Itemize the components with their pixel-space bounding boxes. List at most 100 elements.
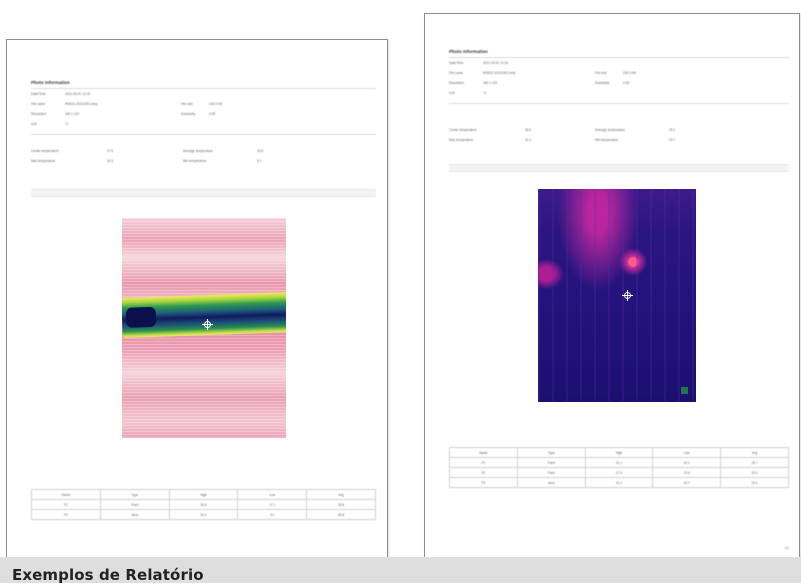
report-page-right: Photo Information Date/Time 2021-03-01 1… — [424, 13, 800, 559]
table-cell: P2 — [31, 509, 101, 520]
measurement-table: Name Type High Low Avg P1 Point 26.8 17.… — [31, 489, 376, 520]
table-cell: 25.7 — [720, 457, 789, 468]
temperature-label: Center temperature — [31, 149, 59, 153]
table-cell: Point — [516, 467, 586, 478]
temperature-label: Min temperature — [595, 138, 619, 142]
column-header: Avg — [720, 447, 789, 458]
divider — [31, 88, 376, 89]
table-cell: 26.8 — [306, 499, 376, 510]
temperature-value: 31.2 — [525, 138, 532, 142]
table-row: P2 Point 27.0 23.4 25.2 — [449, 467, 789, 478]
info-label: File size — [181, 102, 193, 106]
page-number: 1/1 — [784, 546, 789, 550]
section-band — [449, 164, 789, 172]
info-label: File size — [595, 71, 607, 75]
table-cell: 9.1 — [237, 509, 308, 520]
table-cell: 20.1 — [652, 457, 722, 468]
column-header: Type — [516, 447, 586, 458]
table-cell: Point — [516, 457, 586, 468]
temperature-value: 25.1 — [669, 128, 676, 132]
info-label: File name — [449, 71, 463, 75]
column-header: Low — [237, 489, 308, 500]
table-cell: 25.2 — [720, 467, 789, 478]
temperature-value: 9.1 — [257, 159, 262, 163]
table-cell: 31.2 — [584, 477, 654, 488]
temperature-label: Max temperature — [31, 159, 56, 163]
table-cell: 26.8 — [306, 509, 376, 520]
column-header: Low — [652, 447, 722, 458]
info-label: Resolution — [449, 81, 465, 85]
table-cell: 32.3 — [168, 509, 239, 520]
report-page-left: Photo Information Date/Time 2021-03-01 1… — [6, 39, 388, 559]
column-header: High — [584, 447, 654, 458]
table-cell: 17.1 — [237, 499, 308, 510]
table-cell: P1 — [31, 499, 101, 510]
crosshair-icon — [622, 290, 633, 301]
column-header: Name — [31, 489, 101, 500]
info-value: °C — [65, 122, 69, 126]
section-band — [31, 189, 376, 197]
table-cell: 27.0 — [584, 467, 654, 478]
info-value: 160 x 120 — [65, 112, 80, 116]
temperature-value: 32.3 — [107, 159, 114, 163]
info-value: 160 x 120 — [483, 81, 498, 85]
info-value: 230.4 KB — [209, 102, 223, 106]
info-label: Resolution — [31, 112, 47, 116]
table-cell: 20.7 — [652, 477, 722, 488]
section-title: Photo Information — [31, 80, 70, 85]
table-row: P1 Point 26.8 17.1 26.8 — [31, 499, 376, 510]
info-label: File name — [31, 102, 45, 106]
table-header-row: Name Type High Low Avg — [449, 447, 789, 458]
caption-bar: Exemplos de Relatório — [0, 557, 801, 584]
temperature-label: Min temperature — [183, 159, 207, 163]
table-row: P1 Point 31.2 20.1 25.7 — [449, 457, 789, 468]
thermal-image — [122, 218, 286, 438]
hot-pipe-region — [122, 292, 286, 338]
temperature-value: 26.9 — [525, 128, 532, 132]
table-cell: 23.4 — [652, 467, 722, 478]
temperature-value: 20.7 — [669, 138, 676, 142]
info-value: IR0021-20210301.bmp — [65, 102, 98, 106]
info-value: IR0022-20210301.bmp — [483, 71, 516, 75]
info-label: Emissivity — [595, 81, 610, 85]
column-header: High — [168, 489, 239, 500]
info-value: 2021-03-01 12:20 — [483, 61, 509, 65]
table-cell: P1 — [449, 457, 518, 468]
info-value: 0.95 — [623, 81, 630, 85]
info-label: Unit — [449, 91, 455, 95]
table-cell: 31.2 — [584, 457, 654, 468]
column-header: Type — [99, 489, 170, 500]
temperature-value: 26.8 — [257, 149, 264, 153]
column-header: Name — [449, 447, 518, 458]
crosshair-icon — [202, 319, 213, 330]
temperature-label: Average temperature — [595, 128, 625, 132]
column-header: Avg — [306, 489, 376, 500]
table-cell: 25.1 — [720, 477, 789, 488]
measurement-table: Name Type High Low Avg P1 Point 31.2 20.… — [449, 447, 789, 488]
table-cell: Point — [99, 499, 170, 510]
info-label: Date/Time — [31, 92, 46, 96]
temperature-label: Center temperature — [449, 128, 477, 132]
thermal-image — [538, 189, 696, 402]
info-value: 2021-03-01 12:15 — [65, 92, 91, 96]
table-cell: 26.8 — [168, 499, 239, 510]
table-header-row: Name Type High Low Avg — [31, 489, 376, 500]
marker-icon — [681, 387, 688, 394]
info-label: Emissivity — [181, 112, 196, 116]
table-cell: P3 — [449, 477, 518, 488]
section-title: Photo Information — [449, 49, 488, 54]
divider — [31, 134, 376, 135]
info-label: Unit — [31, 122, 37, 126]
divider — [449, 103, 789, 104]
table-cell: P2 — [449, 467, 518, 478]
table-cell: Area — [516, 477, 586, 488]
info-value: °C — [483, 91, 487, 95]
caption-title: Exemplos de Relatório — [12, 566, 204, 584]
temperature-label: Average temperature — [183, 149, 213, 153]
info-label: Date/Time — [449, 61, 464, 65]
temperature-label: Max temperature — [449, 138, 474, 142]
info-value: 230.4 KB — [623, 71, 637, 75]
info-value: 0.95 — [209, 112, 216, 116]
divider — [449, 57, 789, 58]
temperature-value: 27.0 — [107, 149, 114, 153]
